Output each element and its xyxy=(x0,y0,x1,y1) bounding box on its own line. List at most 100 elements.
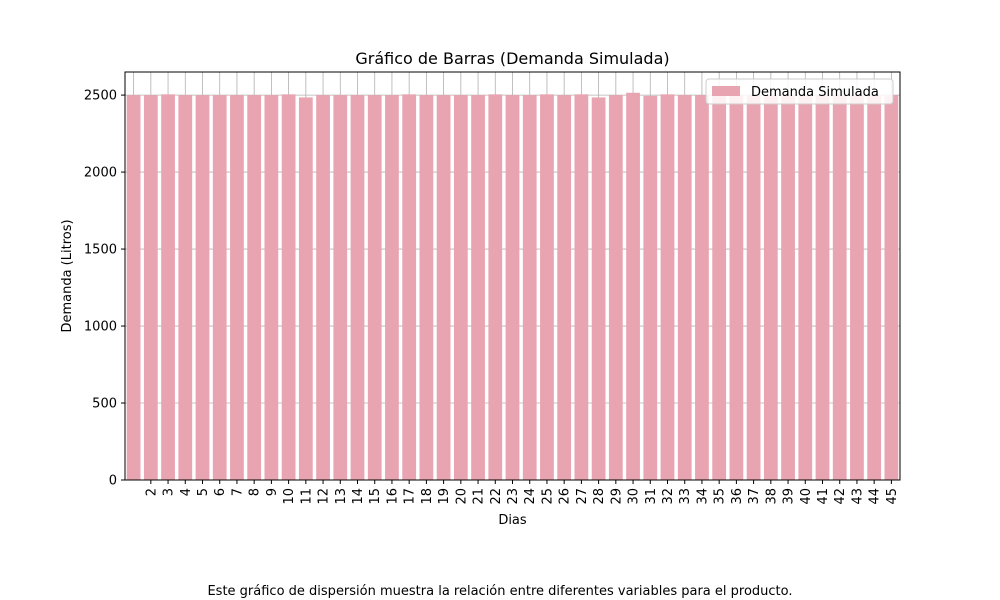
bar xyxy=(316,95,330,481)
bar xyxy=(677,95,692,481)
bar xyxy=(453,95,468,481)
x-tick-label: 9 xyxy=(265,488,280,496)
bar xyxy=(195,95,210,481)
x-tick-label: 30 xyxy=(627,488,642,505)
x-tick-label: 11 xyxy=(299,488,314,505)
x-tick-label: 39 xyxy=(782,488,797,505)
bar xyxy=(522,95,537,481)
y-tick-label: 1500 xyxy=(84,243,117,258)
chart-caption: Este gráfico de dispersión muestra la re… xyxy=(207,584,793,599)
x-tick-label: 41 xyxy=(816,488,831,505)
bar xyxy=(350,95,365,481)
bar xyxy=(643,95,658,481)
y-axis-label: Demanda (Litros) xyxy=(60,219,75,332)
bar xyxy=(298,97,313,480)
x-tick-label: 3 xyxy=(162,488,177,496)
x-tick-label: 4 xyxy=(179,488,194,496)
bar xyxy=(419,95,434,481)
bar xyxy=(178,95,193,481)
legend-box xyxy=(705,78,894,105)
x-tick-label: 5 xyxy=(196,488,211,496)
x-tick-label: 42 xyxy=(833,488,848,505)
x-tick-label: 37 xyxy=(747,488,762,505)
bar xyxy=(850,95,864,481)
bar xyxy=(660,94,675,481)
y-tick-label: 500 xyxy=(92,397,117,412)
x-tick-label: 45 xyxy=(885,488,900,505)
legend: Demanda Simulada xyxy=(705,78,894,105)
x-tick-label: 12 xyxy=(317,488,332,505)
bar xyxy=(402,94,417,481)
x-tick-label: 25 xyxy=(540,488,555,505)
x-tick-label: 10 xyxy=(282,488,297,505)
bar xyxy=(488,94,503,481)
bar xyxy=(264,95,279,481)
x-tick-label: 18 xyxy=(420,488,435,505)
bar xyxy=(212,95,227,481)
bar xyxy=(626,92,640,480)
bar xyxy=(557,95,572,481)
bar xyxy=(367,95,382,481)
chart-title: Gráfico de Barras (Demanda Simulada) xyxy=(355,49,669,68)
bar xyxy=(161,94,175,481)
bar xyxy=(385,95,399,481)
bar xyxy=(126,95,141,481)
bar xyxy=(867,95,882,481)
bar xyxy=(763,95,778,481)
x-tick-label: 44 xyxy=(868,488,883,505)
x-tick-label: 26 xyxy=(558,488,573,505)
legend-swatch xyxy=(712,86,740,96)
bar xyxy=(884,95,899,481)
bar xyxy=(281,94,296,481)
x-tick-label: 21 xyxy=(472,488,487,505)
bar xyxy=(333,95,348,481)
bar xyxy=(143,95,158,481)
x-tick-label: 28 xyxy=(592,488,607,505)
y-tick-label: 2000 xyxy=(84,166,117,181)
x-tick-label: 6 xyxy=(213,488,228,496)
x-tick-label: 2 xyxy=(144,488,159,496)
bar xyxy=(591,97,606,480)
x-tick-label: 17 xyxy=(403,488,418,505)
bar xyxy=(230,95,244,481)
x-tick-label: 24 xyxy=(523,488,538,505)
y-tick-label: 1000 xyxy=(84,320,117,335)
bar xyxy=(540,94,554,481)
y-tick-label: 2500 xyxy=(84,89,117,104)
bar xyxy=(815,95,830,481)
bar xyxy=(695,95,709,481)
x-tick-label: 13 xyxy=(334,488,349,505)
bar xyxy=(436,95,451,481)
x-tick-label: 20 xyxy=(454,488,469,505)
x-tick-label: 19 xyxy=(437,488,452,505)
y-tick-label: 0 xyxy=(109,474,117,489)
x-tick-label: 22 xyxy=(489,488,504,505)
x-tick-label: 36 xyxy=(730,488,745,505)
x-axis-label: Dias xyxy=(498,513,527,528)
x-tick-label: 32 xyxy=(661,488,676,505)
bar xyxy=(798,95,813,481)
bar xyxy=(729,95,744,481)
bar xyxy=(781,95,795,481)
x-tick-label: 38 xyxy=(764,488,779,505)
legend-label: Demanda Simulada xyxy=(751,85,879,100)
x-tick-label: 31 xyxy=(644,488,659,505)
x-tick-label: 7 xyxy=(230,488,245,496)
bar xyxy=(471,95,485,481)
x-tick-label: 33 xyxy=(678,488,693,505)
x-tick-label: 14 xyxy=(351,488,366,505)
x-tick-label: 35 xyxy=(713,488,728,505)
bar xyxy=(505,95,520,481)
x-tick-label: 29 xyxy=(609,488,624,505)
bar xyxy=(832,95,847,481)
x-tick-label: 15 xyxy=(368,488,383,505)
x-tick-label: 8 xyxy=(248,488,263,496)
bar xyxy=(746,95,761,481)
x-tick-label: 43 xyxy=(850,488,865,505)
bar xyxy=(574,94,589,481)
x-tick-label: 40 xyxy=(799,488,814,505)
bar xyxy=(608,95,623,481)
x-tick-label: 23 xyxy=(506,488,521,505)
x-tick-label: 34 xyxy=(695,488,710,505)
bar xyxy=(247,95,262,481)
